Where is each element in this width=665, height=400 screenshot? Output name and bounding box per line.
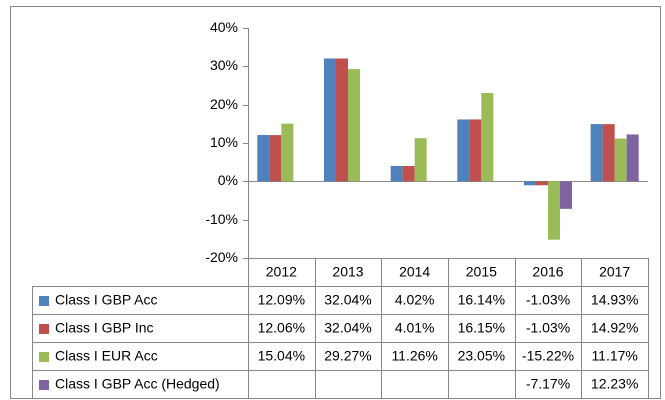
- table-value: 32.04%: [324, 292, 371, 308]
- table-value: 11.26%: [391, 348, 437, 364]
- table-value: 16.15%: [458, 320, 505, 336]
- x-tick-label: 2016: [532, 264, 563, 280]
- legend-label: Class I GBP Acc: [55, 292, 157, 308]
- x-tick-label: 2012: [266, 264, 297, 280]
- bar: [269, 135, 282, 182]
- legend-swatch: [39, 324, 49, 334]
- x-tick-label: 2017: [599, 264, 630, 280]
- bar: [336, 58, 348, 182]
- legend-label: Class I EUR Acc: [55, 348, 158, 364]
- bar: [602, 124, 615, 182]
- bar: [560, 181, 572, 209]
- table-value: -1.03%: [526, 320, 570, 336]
- table-value: 4.02%: [395, 292, 435, 308]
- table-value: 4.01%: [395, 320, 435, 336]
- y-tick-label: 30%: [210, 57, 238, 73]
- table-value: 12.06%: [258, 320, 305, 336]
- y-tick-label: -20%: [205, 249, 238, 265]
- table-value: 23.05%: [458, 348, 505, 364]
- legend-label: Class I GBP Acc (Hedged): [55, 376, 220, 392]
- table-value: 14.93%: [591, 292, 638, 308]
- bar: [536, 181, 548, 186]
- y-tick-label: 0%: [218, 172, 238, 188]
- bar: [590, 124, 603, 182]
- bar: [626, 134, 639, 182]
- bar: [257, 134, 270, 182]
- table-value: 11.17%: [591, 348, 637, 364]
- bar: [469, 119, 482, 182]
- x-tick-label: 2015: [466, 264, 497, 280]
- bar: [614, 138, 627, 182]
- legend-swatch: [39, 352, 49, 362]
- table-value: -7.17%: [526, 376, 570, 392]
- bar: [414, 138, 427, 182]
- table-value: 32.04%: [324, 320, 371, 336]
- bar: [348, 69, 360, 182]
- legend-swatch: [39, 296, 49, 306]
- table-value: -1.03%: [526, 292, 570, 308]
- y-tick-label: 40%: [210, 19, 238, 35]
- legend-label: Class I GBP Inc: [55, 320, 154, 336]
- table-value: -15.22%: [522, 348, 574, 364]
- table-value: 12.23%: [591, 376, 638, 392]
- table-value: 29.27%: [324, 348, 371, 364]
- bar: [390, 165, 403, 182]
- bar: [481, 92, 494, 182]
- bar: [548, 181, 560, 240]
- bar: [524, 181, 536, 186]
- bar: [402, 165, 415, 182]
- table-value: 15.04%: [258, 348, 305, 364]
- table-value: 12.09%: [258, 292, 305, 308]
- bar: [457, 119, 470, 182]
- y-tick-label: -10%: [205, 211, 238, 227]
- x-tick-label: 2013: [332, 264, 363, 280]
- bar: [281, 123, 294, 182]
- x-tick-label: 2014: [399, 264, 430, 280]
- bar: [324, 58, 336, 182]
- table-value: 16.14%: [458, 292, 505, 308]
- y-tick-label: 10%: [210, 134, 238, 150]
- y-tick-label: 20%: [210, 96, 238, 112]
- legend-swatch: [39, 380, 49, 390]
- table-value: 14.92%: [591, 320, 638, 336]
